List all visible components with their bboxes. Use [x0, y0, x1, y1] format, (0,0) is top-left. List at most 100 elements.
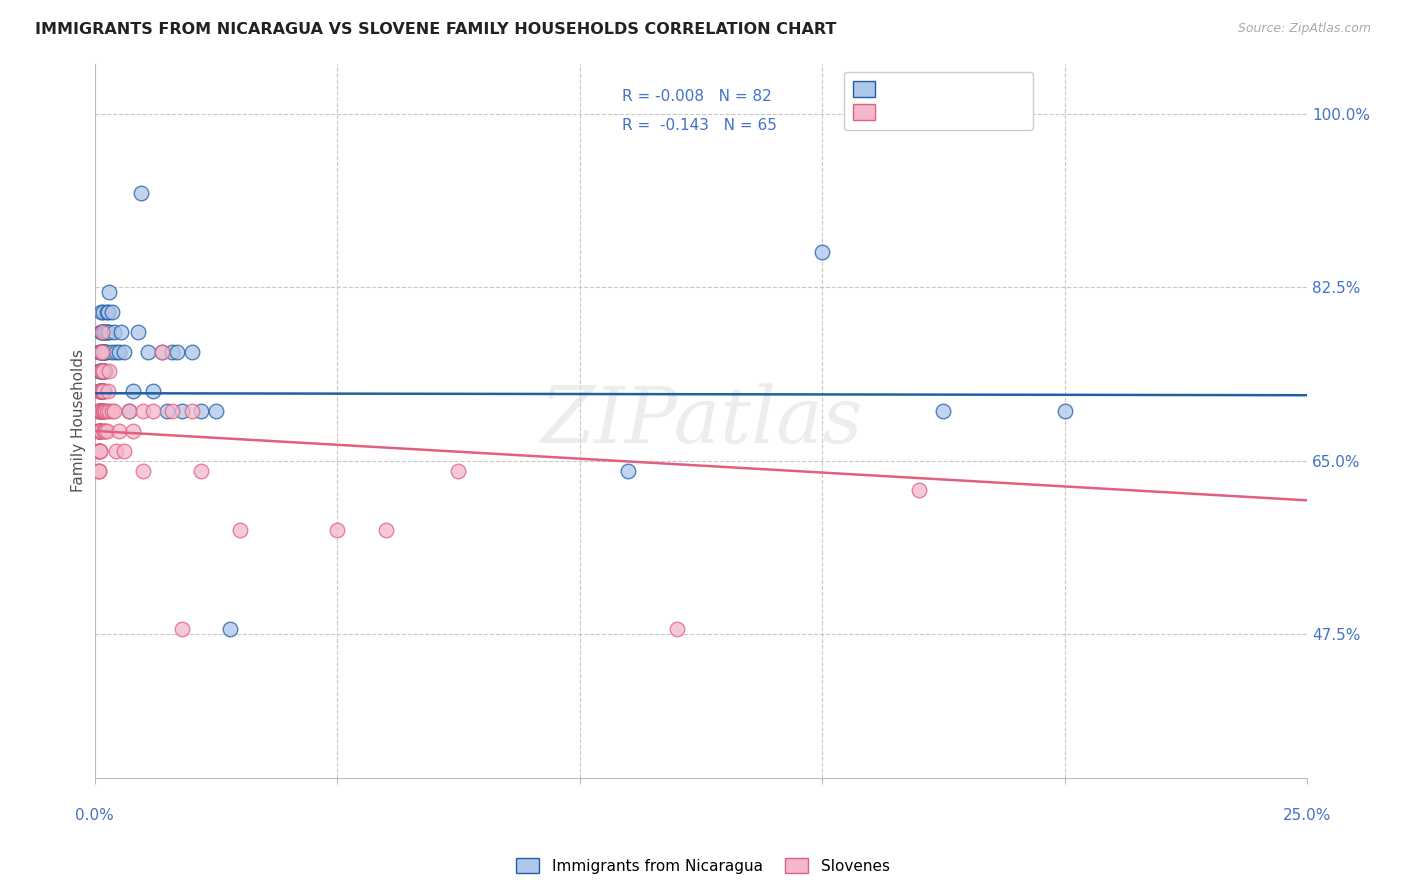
Point: [94, 344, 117, 359]
Point: [90, 364, 112, 378]
Point: [170, 404, 193, 418]
Point: [447, 464, 470, 478]
Point: [89, 404, 111, 418]
Point: [89, 404, 111, 418]
Point: [908, 483, 931, 498]
Point: [93, 424, 115, 438]
Point: [89, 424, 111, 438]
Point: [89, 443, 111, 458]
Point: [90, 364, 112, 378]
Point: [180, 344, 202, 359]
Point: [91, 325, 114, 339]
Point: [89, 404, 111, 418]
Point: [112, 344, 135, 359]
Point: [90, 384, 112, 399]
Text: 0.0%: 0.0%: [75, 808, 114, 823]
Point: [89, 443, 111, 458]
Point: [91, 364, 114, 378]
Point: [142, 404, 165, 418]
Point: [94, 404, 117, 418]
Point: [160, 344, 183, 359]
Point: [97, 305, 120, 319]
Point: [91, 364, 114, 378]
Point: [94, 424, 117, 438]
Point: [87, 464, 110, 478]
Point: [103, 404, 125, 418]
Point: [91, 404, 114, 418]
Point: [93, 404, 115, 418]
Point: [180, 404, 202, 418]
Point: [90, 384, 112, 399]
Text: ZIPatlas: ZIPatlas: [540, 383, 862, 459]
Point: [374, 523, 396, 537]
Point: [91, 404, 114, 418]
Point: [617, 464, 640, 478]
Legend: Immigrants from Nicaragua, Slovenes: Immigrants from Nicaragua, Slovenes: [510, 852, 896, 880]
Point: [91, 325, 114, 339]
Point: [90, 344, 112, 359]
Point: [87, 404, 110, 418]
Point: [91, 384, 114, 399]
Point: [93, 325, 115, 339]
Point: [108, 344, 131, 359]
Point: [112, 443, 135, 458]
Point: [91, 364, 114, 378]
Point: [90, 344, 112, 359]
Point: [91, 404, 114, 418]
Point: [98, 364, 121, 378]
Point: [90, 384, 112, 399]
Point: [89, 424, 111, 438]
Point: [89, 424, 111, 438]
Point: [132, 404, 155, 418]
Point: [90, 404, 112, 418]
Point: [1053, 404, 1076, 418]
Point: [103, 325, 125, 339]
Point: [127, 325, 149, 339]
Point: [96, 404, 118, 418]
Point: [89, 364, 111, 378]
Point: [108, 424, 131, 438]
Point: [932, 404, 955, 418]
Text: IMMIGRANTS FROM NICARAGUA VS SLOVENE FAMILY HOUSEHOLDS CORRELATION CHART: IMMIGRANTS FROM NICARAGUA VS SLOVENE FAM…: [35, 22, 837, 37]
Point: [93, 344, 115, 359]
Point: [90, 384, 112, 399]
Text: 25.0%: 25.0%: [1282, 808, 1331, 823]
Point: [166, 344, 188, 359]
Point: [190, 404, 212, 418]
Point: [87, 443, 110, 458]
Point: [100, 404, 122, 418]
Point: [190, 464, 212, 478]
Point: [89, 424, 111, 438]
Point: [96, 424, 118, 438]
Point: [326, 523, 349, 537]
Point: [117, 404, 139, 418]
Point: [105, 443, 128, 458]
Point: [96, 305, 118, 319]
Text: Source: ZipAtlas.com: Source: ZipAtlas.com: [1237, 22, 1371, 36]
Point: [90, 364, 112, 378]
Point: [100, 305, 122, 319]
Point: [90, 424, 112, 438]
Point: [152, 344, 174, 359]
Point: [89, 424, 111, 438]
Point: [89, 404, 111, 418]
Point: [89, 404, 111, 418]
Point: [105, 344, 128, 359]
Point: [91, 384, 114, 399]
Point: [90, 344, 112, 359]
Point: [89, 384, 111, 399]
Point: [87, 424, 110, 438]
Point: [136, 344, 159, 359]
Point: [91, 305, 114, 319]
Point: [122, 384, 145, 399]
Point: [90, 364, 112, 378]
Point: [93, 384, 115, 399]
Point: [87, 464, 110, 478]
Point: [90, 344, 112, 359]
Point: [89, 443, 111, 458]
Point: [122, 424, 145, 438]
Point: [87, 384, 110, 399]
Point: [132, 464, 155, 478]
Point: [98, 285, 121, 299]
Point: [93, 364, 115, 378]
